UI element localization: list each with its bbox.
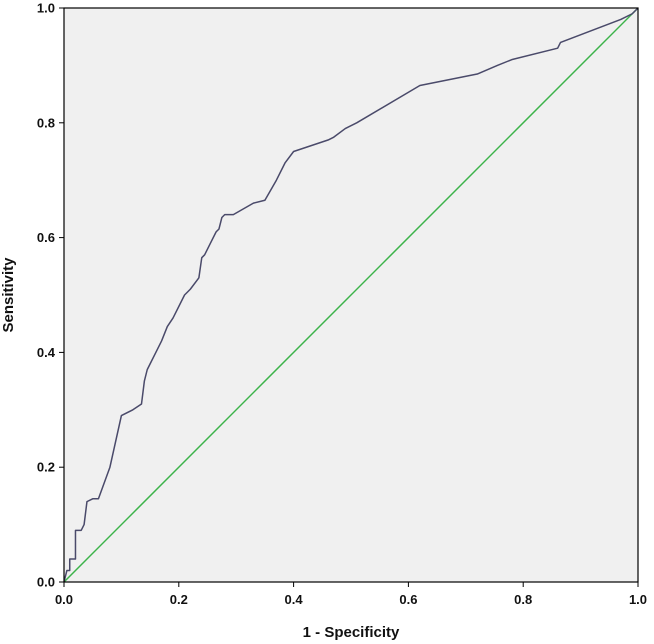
x-tick-label: 0.8 [514,592,532,607]
y-tick-label: 0.2 [37,460,55,475]
x-tick-label: 0.6 [399,592,417,607]
reference-diagonal-line [63,7,639,583]
x-tick-label: 1.0 [629,592,647,607]
x-tick-label: 0.2 [170,592,188,607]
plot-area-frame [63,7,639,583]
x-tick-label: 0.4 [285,592,304,607]
y-tick-label: 0.0 [37,575,55,590]
roc-curve-line [63,7,639,583]
y-axis-title: Sensitivity [0,257,17,333]
x-axis-title: 1 - Specificity [303,624,400,641]
y-tick-label: 1.0 [37,1,55,16]
axis-ticks: 0.0 0.2 0.4 0.6 0.8 1.0 0.0 0.2 0.4 0.6 0.8 1.0 [37,1,647,608]
y-tick-label: 0.6 [37,230,55,245]
y-tick-label: 0.4 [37,345,56,360]
series-lines [63,7,639,583]
y-tick-label: 0.8 [37,115,55,130]
x-tick-label: 0.0 [55,592,73,607]
